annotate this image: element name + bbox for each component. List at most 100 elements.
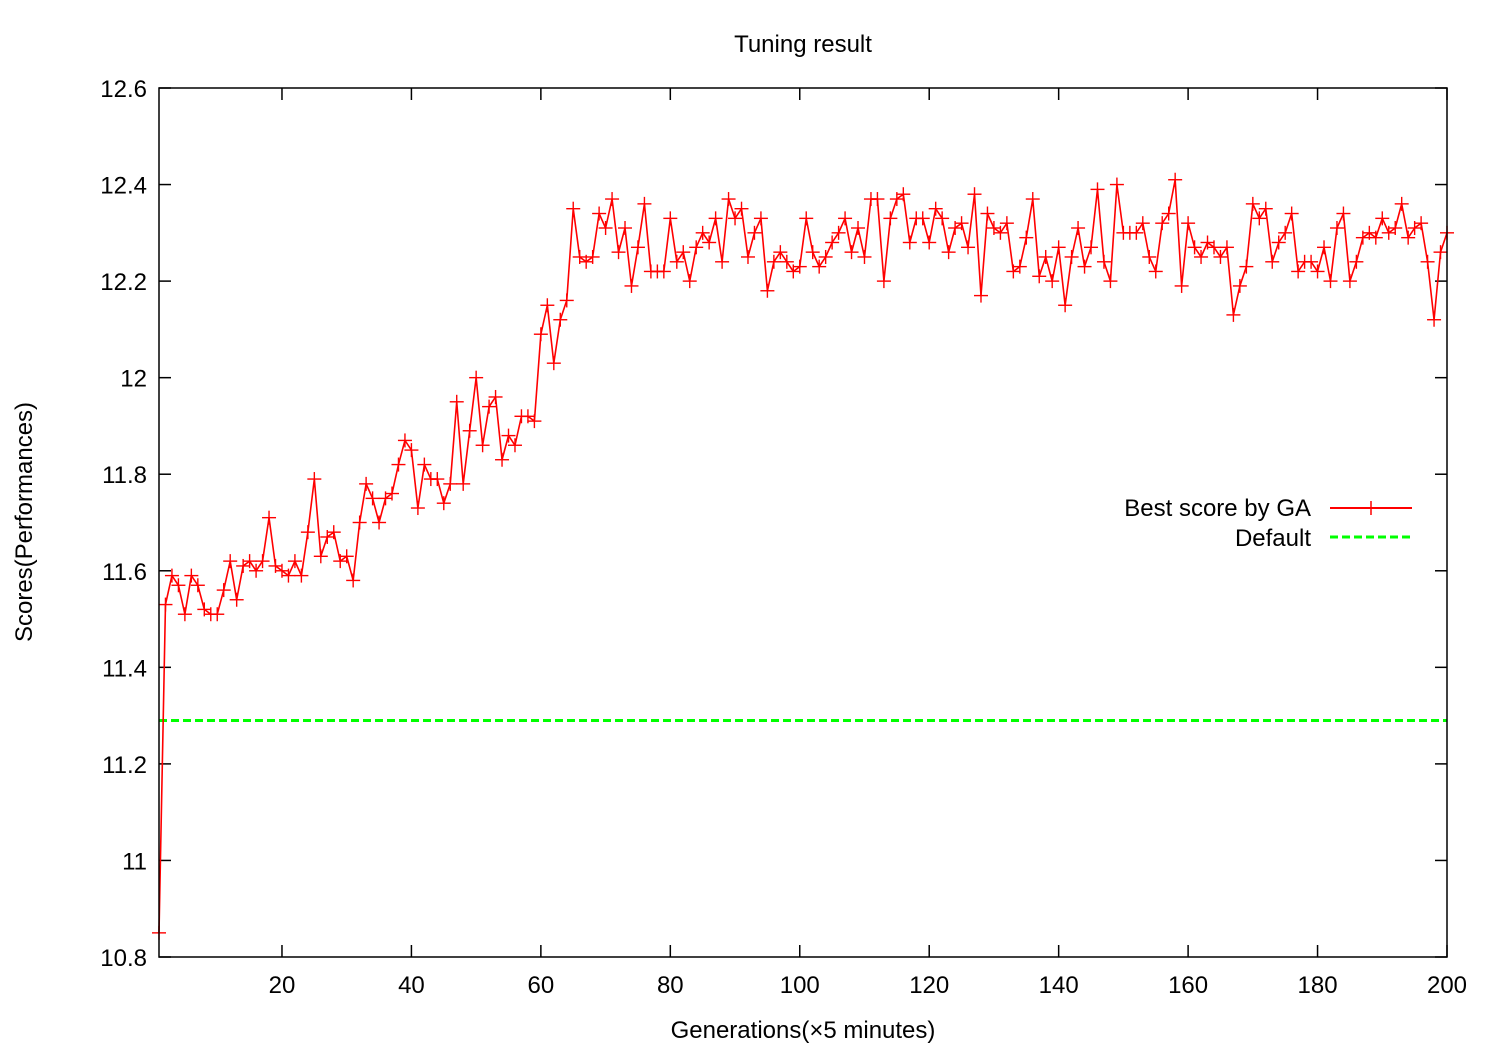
- data-point-best-score: [773, 245, 788, 260]
- data-point-best-score: [805, 245, 820, 260]
- data-point-best-score: [1226, 307, 1241, 322]
- series-layer: [152, 172, 1454, 940]
- data-point-best-score: [158, 597, 173, 612]
- data-point-best-score: [533, 327, 548, 342]
- data-point-best-score: [928, 201, 943, 216]
- data-point-best-score: [695, 225, 710, 240]
- data-point-best-score: [870, 192, 885, 207]
- data-point-best-score: [1258, 201, 1273, 216]
- data-point-best-score: [359, 476, 374, 491]
- data-point-best-score: [1155, 216, 1170, 231]
- data-point-best-score: [1181, 216, 1196, 231]
- data-point-best-score: [385, 486, 400, 501]
- data-point-best-score: [391, 457, 406, 472]
- x-axis-tick-labels: 20 40 60 80 100 120 140 160 180 200: [269, 972, 1467, 999]
- data-point-best-score: [1239, 259, 1254, 274]
- x-tick-label: 120: [909, 972, 949, 999]
- data-point-best-score: [1245, 196, 1260, 211]
- data-point-best-score: [851, 221, 866, 236]
- data-point-best-score: [1045, 274, 1060, 289]
- y-tick-label: 11.2: [102, 752, 147, 779]
- y-tick-label: 12.2: [100, 269, 147, 296]
- data-point-best-score: [753, 211, 768, 226]
- data-point-best-score: [1038, 249, 1053, 264]
- data-point-best-score: [1323, 274, 1338, 289]
- data-point-best-score: [255, 554, 270, 569]
- plot-area-frame: [158, 87, 1448, 958]
- data-point-best-score: [1336, 206, 1351, 221]
- data-point-best-score: [1019, 230, 1034, 245]
- y-tick-label: 11.8: [102, 462, 147, 489]
- data-point-best-score: [1401, 230, 1416, 245]
- y-tick-label: 12: [120, 366, 147, 393]
- data-point-best-score: [1012, 259, 1027, 274]
- y-tick-label: 10.8: [100, 945, 147, 972]
- data-point-best-score: [1433, 245, 1448, 260]
- data-point-best-score: [1420, 254, 1435, 269]
- data-point-best-score: [397, 433, 412, 448]
- data-point-best-score: [812, 259, 827, 274]
- data-point-best-score: [708, 211, 723, 226]
- data-point-best-score: [734, 201, 749, 216]
- data-point-best-score: [553, 312, 568, 327]
- data-point-best-score: [1291, 264, 1306, 279]
- x-axis-label: Generations(×5 minutes): [671, 1017, 936, 1044]
- data-point-best-score: [682, 274, 697, 289]
- data-point-best-score: [456, 476, 471, 491]
- data-point-best-score: [656, 264, 671, 279]
- data-point-best-score: [346, 573, 361, 588]
- x-tick-label: 20: [269, 972, 296, 999]
- data-point-best-score: [546, 356, 561, 371]
- data-point-best-score: [1103, 274, 1118, 289]
- data-point-best-score: [630, 240, 645, 255]
- data-point-best-score: [967, 187, 982, 202]
- data-point-best-score: [1206, 240, 1221, 255]
- data-point-best-score: [1058, 298, 1073, 313]
- data-point-best-score: [825, 235, 840, 250]
- data-point-best-score: [818, 249, 833, 264]
- legend-label-default: Default: [1235, 525, 1311, 552]
- data-point-best-score: [760, 283, 775, 298]
- data-point-best-score: [980, 206, 995, 221]
- data-point-best-score: [961, 240, 976, 255]
- data-point-best-score: [210, 607, 225, 622]
- data-point-best-score: [883, 211, 898, 226]
- data-point-best-score: [430, 472, 445, 487]
- data-point-best-score: [171, 578, 186, 593]
- data-point-best-score: [294, 568, 309, 583]
- y-axis-label: Scores(Performances): [11, 402, 38, 642]
- data-point-best-score: [702, 235, 717, 250]
- data-point-best-score: [1414, 216, 1429, 231]
- data-point-best-score: [410, 501, 425, 516]
- data-point-best-score: [1064, 249, 1079, 264]
- data-point-best-score: [766, 254, 781, 269]
- data-point-best-score: [1310, 264, 1325, 279]
- x-tick-label: 180: [1298, 972, 1338, 999]
- data-point-best-score: [307, 472, 322, 487]
- legend: Best score by GA Default: [1124, 495, 1412, 552]
- data-point-best-score: [339, 549, 354, 564]
- data-point-best-score: [1427, 312, 1442, 327]
- data-point-best-score: [1194, 249, 1209, 264]
- data-point-best-score: [740, 249, 755, 264]
- data-point-best-score: [326, 525, 341, 540]
- data-point-best-score: [1213, 249, 1228, 264]
- data-point-best-score: [281, 568, 296, 583]
- data-point-best-score: [1252, 211, 1267, 226]
- series-line-best-score: [158, 178, 1448, 933]
- data-point-best-score: [177, 607, 192, 622]
- data-point-best-score: [223, 554, 238, 569]
- data-point-best-score: [896, 187, 911, 202]
- data-point-best-score: [838, 211, 853, 226]
- data-point-best-score: [585, 249, 600, 264]
- data-point-best-score: [495, 452, 510, 467]
- data-point-best-score: [954, 216, 969, 231]
- data-point-best-score: [216, 583, 231, 598]
- data-point-best-score: [1388, 221, 1403, 236]
- y-tick-label: 11.4: [102, 655, 147, 682]
- x-tick-label: 80: [657, 972, 684, 999]
- data-point-best-score: [1278, 225, 1293, 240]
